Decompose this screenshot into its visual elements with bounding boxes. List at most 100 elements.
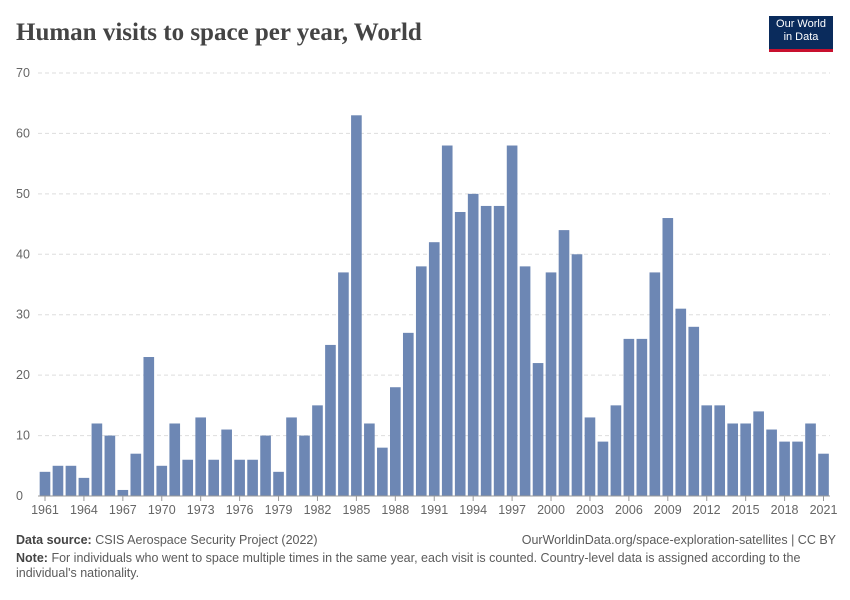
y-tick-label: 70 (16, 66, 30, 80)
bar (467, 193, 479, 496)
bar (156, 465, 168, 496)
source: Data source: CSIS Aerospace Security Pro… (16, 533, 836, 547)
bar (532, 363, 544, 496)
bar (130, 453, 142, 496)
bar (208, 459, 219, 496)
bar (65, 465, 77, 496)
logo-line: in Data (783, 31, 819, 43)
bar (727, 423, 739, 496)
y-tick-label: 10 (16, 429, 30, 443)
x-tick-label: 2006 (615, 503, 643, 517)
bar (273, 471, 284, 496)
bar (52, 465, 64, 496)
bar (571, 254, 583, 496)
x-tick-label: 1979 (265, 503, 293, 517)
bar (662, 218, 674, 496)
bar (428, 242, 440, 496)
bar (493, 205, 505, 496)
bar (39, 471, 51, 496)
y-tick-label: 60 (16, 126, 30, 140)
bar (636, 338, 648, 496)
x-tick-label: 2021 (810, 503, 838, 517)
bar (506, 145, 518, 496)
x-tick-label: 1961 (31, 503, 59, 517)
bar (117, 489, 129, 496)
y-tick-label: 50 (16, 187, 30, 201)
bar (247, 459, 258, 496)
x-tick-label: 1997 (498, 503, 526, 517)
source-text: CSIS Aerospace Security Project (2022) (95, 533, 318, 547)
chart: Human visits to space per year, World 01… (16, 19, 838, 517)
bar (805, 423, 816, 496)
x-tick-label: 1967 (109, 503, 137, 517)
bar (766, 429, 777, 496)
bar (675, 308, 687, 496)
x-tick-label: 2009 (654, 503, 682, 517)
bar (78, 477, 90, 496)
bar (182, 459, 194, 496)
bar (753, 411, 764, 496)
source-label: Data source: (16, 533, 92, 547)
x-tick-label: 1970 (148, 503, 176, 517)
bar (260, 435, 271, 496)
bar (714, 405, 726, 496)
bar (351, 115, 362, 497)
logo-line: Our World (776, 18, 826, 30)
x-tick-label: 1973 (187, 503, 215, 517)
x-tick-label: 1976 (226, 503, 254, 517)
x-tick-label: 1991 (420, 503, 448, 517)
bar (480, 205, 492, 496)
y-tick-label: 30 (16, 308, 30, 322)
bar (312, 405, 323, 496)
logo[interactable]: Our World in Data (769, 16, 833, 52)
y-tick-label: 40 (16, 247, 30, 261)
bar (402, 332, 414, 496)
bar (377, 447, 388, 496)
bar (338, 272, 349, 496)
x-tick-label: 2003 (576, 503, 604, 517)
bar (454, 211, 466, 496)
bar (688, 326, 700, 496)
bar (584, 417, 596, 496)
url[interactable]: OurWorldinData.org/space-exploration-sat… (521, 533, 836, 547)
bar (792, 441, 803, 496)
bar (364, 423, 375, 496)
bar (519, 266, 531, 496)
x-tick-label: 2000 (537, 503, 565, 517)
bar (779, 441, 790, 496)
x-tick-label: 1964 (70, 503, 98, 517)
note-text: For individuals who went to space multip… (16, 551, 801, 580)
bar (234, 459, 245, 496)
bar (740, 423, 751, 496)
bar (545, 272, 557, 496)
bar (649, 272, 661, 496)
chart-title: Human visits to space per year, World (16, 19, 422, 46)
bar (597, 441, 609, 496)
footer: Data source: CSIS Aerospace Security Pro… (16, 533, 836, 581)
y-tick-label: 20 (16, 368, 30, 382)
bar (104, 435, 116, 496)
bar (91, 423, 103, 496)
bar (325, 344, 336, 496)
bar (415, 266, 427, 496)
bar (143, 357, 155, 496)
bar (169, 423, 181, 496)
x-tick-label: 2012 (693, 503, 721, 517)
note: Note: For individuals who went to space … (16, 551, 816, 581)
bar (286, 417, 297, 496)
x-tick-label: 1982 (304, 503, 332, 517)
x-tick-label: 2018 (771, 503, 799, 517)
bar (221, 429, 232, 496)
bar (623, 338, 635, 496)
bar (299, 435, 310, 496)
x-tick-label: 1985 (342, 503, 370, 517)
bar (818, 453, 829, 496)
bar (390, 387, 401, 496)
bar (195, 417, 207, 496)
bar (441, 145, 453, 496)
y-tick-label: 0 (16, 489, 23, 503)
x-tick-label: 2015 (732, 503, 760, 517)
note-label: Note: (16, 551, 48, 565)
x-tick-label: 1994 (459, 503, 487, 517)
